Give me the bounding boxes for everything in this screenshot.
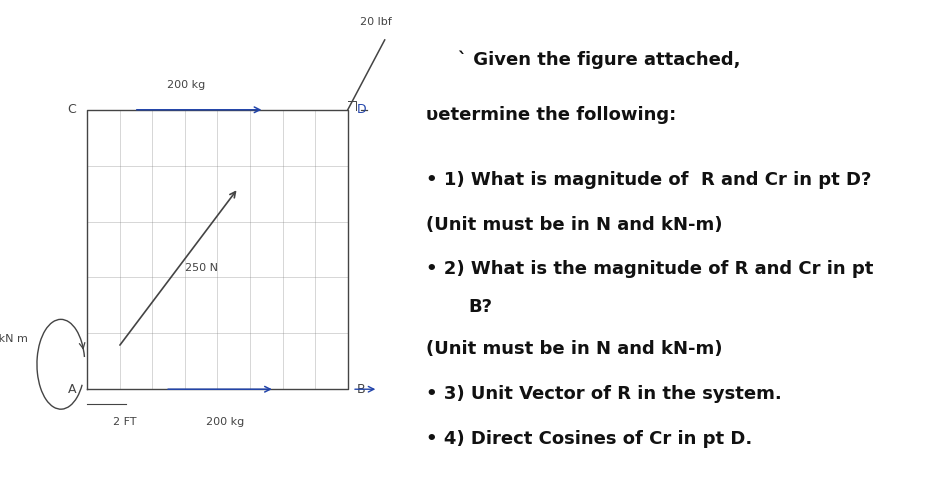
Text: • 3) Unit Vector of R in the system.: • 3) Unit Vector of R in the system. — [426, 385, 782, 403]
Text: • 1) What is magnitude of  R and Cr in pt D?: • 1) What is magnitude of R and Cr in pt… — [426, 171, 870, 189]
Text: • 2) What is the magnitude of R and Cr in pt: • 2) What is the magnitude of R and Cr i… — [426, 260, 873, 278]
Text: υetermine the following:: υetermine the following: — [426, 106, 676, 124]
Text: • 4) Direct Cosines of Cr in pt D.: • 4) Direct Cosines of Cr in pt D. — [426, 430, 751, 448]
Text: 200 kg: 200 kg — [206, 417, 244, 427]
Text: (Unit must be in N and kN-m): (Unit must be in N and kN-m) — [426, 216, 722, 234]
Text: 250 N: 250 N — [185, 262, 217, 272]
Text: ` Given the figure attached,: ` Given the figure attached, — [458, 50, 740, 69]
Text: 200 kg: 200 kg — [167, 80, 205, 90]
Text: B: B — [356, 383, 364, 396]
Text: 2 FT: 2 FT — [113, 417, 136, 427]
Text: D: D — [356, 103, 365, 116]
Text: B?: B? — [468, 298, 492, 316]
Text: (Unit must be in N and kN-m): (Unit must be in N and kN-m) — [426, 340, 722, 358]
Text: 20 kN m: 20 kN m — [0, 334, 28, 344]
Text: C: C — [67, 103, 76, 116]
Text: A: A — [68, 383, 76, 396]
Text: 20 lbf: 20 lbf — [360, 17, 392, 27]
